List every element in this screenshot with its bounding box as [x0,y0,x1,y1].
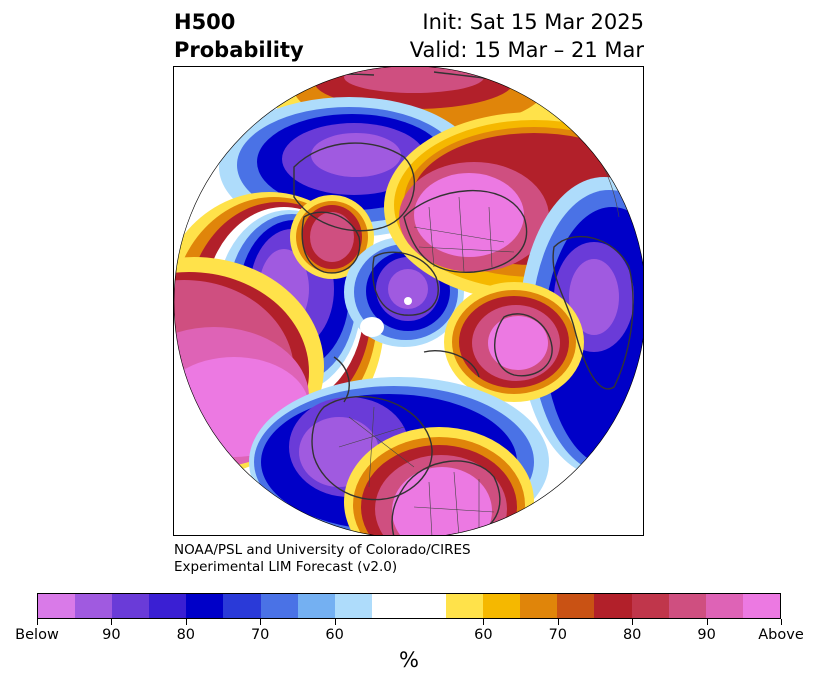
colorbar-segment [668,594,706,618]
cold-anomaly-east [519,177,643,477]
colorbar-tick-label: 60 [474,627,493,643]
colorbar-segment [223,594,261,618]
credit-text: NOAA/PSL and University of Colorado/CIRE… [174,542,471,576]
colorbar-tick [707,619,708,625]
colorbar-tick-label: Above [758,627,804,643]
colorbar-segment [75,594,113,618]
colorbar-tick [111,619,112,625]
colorbar-tick-label: 70 [548,627,568,643]
colorbar-segment [38,594,76,618]
warm-anomaly-south [344,427,534,535]
colorbar-unit: % [399,648,419,672]
credit-line-2: Experimental LIM Forecast (v2.0) [174,559,398,575]
colorbar-segment [594,594,632,618]
colorbar-segment [260,594,298,618]
title-variable: H500 [174,10,236,34]
colorbar-segment [520,594,558,618]
map-panel [173,66,644,536]
credit-line-1: NOAA/PSL and University of Colorado/CIRE… [174,542,471,558]
colorbar-tick-label: 80 [176,627,196,643]
colorbar-tick [335,619,336,625]
coastlines [233,71,635,535]
init-date: Init: Sat 15 Mar 2025 [422,10,644,34]
colorbar-segment [408,594,447,618]
valid-range: Valid: 15 Mar – 21 Mar [409,38,644,62]
colorbar-segment [297,594,335,618]
probability-field [174,67,643,535]
colorbar-tick [260,619,261,625]
polar-map [174,67,643,535]
colorbar-tick-label: 70 [250,627,270,643]
colorbar-tick-label: Below [15,627,59,643]
colorbar-tick-label: 90 [102,627,121,643]
colorbar-segment [557,594,595,618]
warm-anomaly-east [444,282,584,402]
colorbar-segment [631,594,669,618]
colorbar-segment [483,594,521,618]
colorbar-segment [334,594,372,618]
forecast-dates: Init: Sat 15 Mar 2025 Valid: 15 Mar – 21… [410,8,644,64]
colorbar-tick [632,619,633,625]
colorbar-tick [186,619,187,625]
colorbar-tick-label: 60 [325,627,344,643]
neutral-patch [360,317,384,337]
title-quantity: Probability [174,38,304,62]
colorbar-segment [705,594,743,618]
colorbar-segment [149,594,187,618]
colorbar-tick [558,619,559,625]
colorbar-segment [446,594,484,618]
colorbar-segment [112,594,150,618]
colorbar-tick-label: 90 [697,627,716,643]
colorbar-segment [371,594,409,618]
colorbar-tick [781,619,782,625]
colorbar-tick [37,619,38,625]
colorbar [37,593,781,619]
chart-title: H500 Probability [174,8,304,64]
colorbar-tick [483,619,484,625]
colorbar-segment [742,594,780,618]
colorbar-segment [186,594,224,618]
colorbar-tick-label: 80 [622,627,642,643]
